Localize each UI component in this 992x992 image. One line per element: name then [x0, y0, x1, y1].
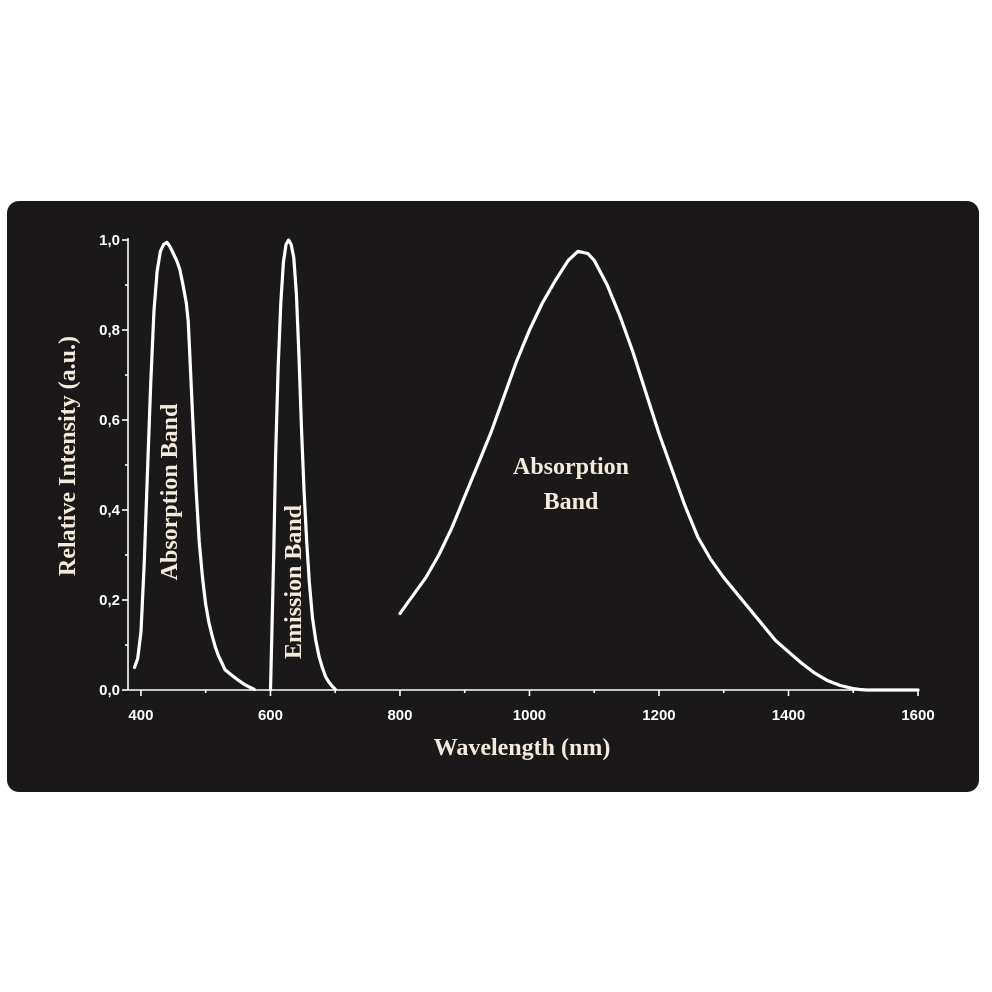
x-tick-label: 1000: [513, 707, 546, 724]
x-tick-label: 1600: [901, 707, 934, 724]
y-tick-label: 0,0: [99, 682, 120, 699]
x-tick-label: 1400: [772, 707, 805, 724]
absorption-band-label-right-line2: Band: [544, 489, 599, 515]
chart-panel: [7, 201, 979, 792]
x-tick-label: 1200: [642, 707, 675, 724]
y-tick-label: 0,8: [99, 322, 120, 339]
y-tick-label: 1,0: [99, 232, 120, 249]
x-tick-label: 800: [387, 707, 412, 724]
absorption-band-curve-visible: [132, 240, 256, 692]
absorption-band-label-right-line1: Absorption: [513, 454, 629, 480]
emission-band-curve: [268, 238, 337, 692]
y-tick-label: 0,2: [99, 592, 120, 609]
x-tick-label: 400: [128, 707, 153, 724]
absorption-band-curve-nir: [398, 249, 920, 692]
y-axis-title: Relative Intensity (a.u.): [55, 336, 81, 576]
y-tick-label: 0,6: [99, 412, 120, 429]
x-tick-label: 600: [258, 707, 283, 724]
absorption-band-label-left: Absorption Band: [157, 403, 183, 580]
emission-band-label: Emission Band: [281, 504, 307, 659]
y-axis-ticks: 0,0 0,2 0,4 0,6 0,8 1,0: [99, 232, 128, 699]
x-axis-title: Wavelength (nm): [434, 735, 611, 761]
y-tick-label: 0,4: [99, 502, 121, 519]
spectrum-curves: [132, 238, 920, 692]
x-axis-ticks: 400 600 800 1000 1200 1400 1600: [128, 690, 935, 724]
